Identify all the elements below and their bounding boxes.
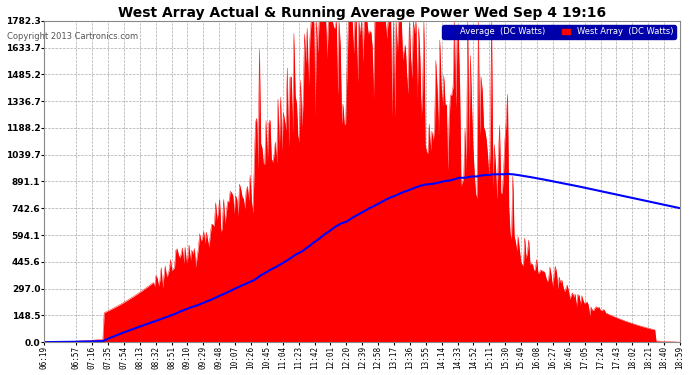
Text: Copyright 2013 Cartronics.com: Copyright 2013 Cartronics.com bbox=[7, 32, 138, 41]
Legend: Average  (DC Watts), West Array  (DC Watts): Average (DC Watts), West Array (DC Watts… bbox=[442, 25, 676, 39]
Title: West Array Actual & Running Average Power Wed Sep 4 19:16: West Array Actual & Running Average Powe… bbox=[118, 6, 607, 20]
